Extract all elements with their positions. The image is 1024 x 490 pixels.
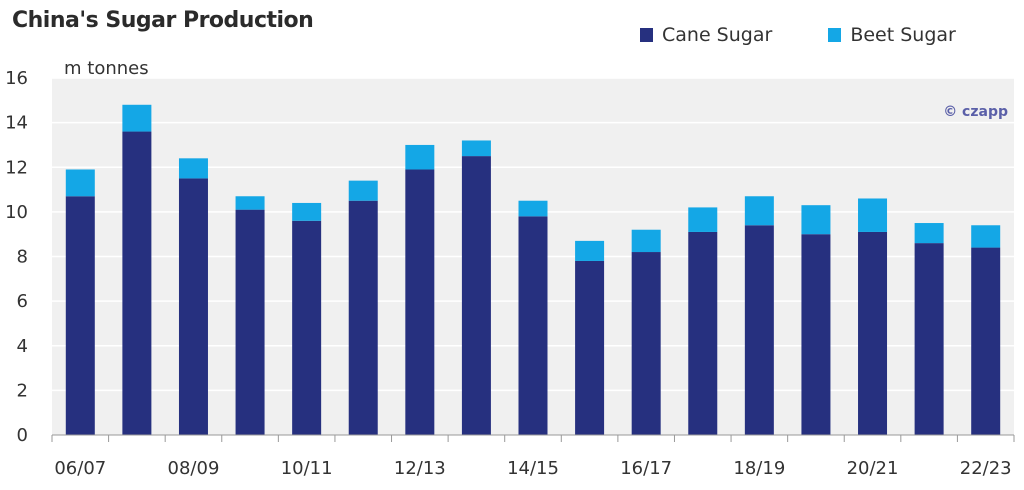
bar-cane-14-15 [518, 216, 548, 435]
bar-beet-16-17 [631, 229, 661, 253]
y-axis: 0 2 4 6 8 10 12 14 16 [5, 68, 28, 446]
chart-legend: Cane Sugar Beet Sugar [640, 24, 956, 46]
legend-label-beet: Beet Sugar [850, 24, 956, 46]
x-tick-label: 18/19 [733, 458, 785, 479]
bar-beet-11-12 [348, 180, 378, 201]
bar-cane-07-08 [122, 131, 152, 436]
legend-label-cane: Cane Sugar [662, 24, 773, 46]
y-tick-label: 16 [5, 68, 28, 89]
bar-cane-09-10 [235, 209, 265, 435]
bar-cane-10-11 [292, 220, 322, 435]
x-tick-label: 06/07 [54, 458, 106, 479]
bar-cane-11-12 [348, 200, 378, 435]
legend-item-beet: Beet Sugar [828, 24, 956, 46]
watermark-text: © czapp [943, 104, 1008, 120]
y-tick-label: 10 [5, 202, 28, 223]
x-tick-label: 08/09 [168, 458, 220, 479]
chart-title: China's Sugar Production [12, 8, 314, 33]
x-tick-label: 14/15 [507, 458, 559, 479]
bar-cane-08-09 [178, 178, 208, 435]
x-tick-label: 12/13 [394, 458, 446, 479]
y-tick-label: 6 [17, 291, 28, 312]
bar-cane-15-16 [575, 260, 605, 435]
bar-cane-06-07 [65, 196, 95, 435]
legend-swatch-cane [640, 28, 653, 42]
bar-cane-12-13 [405, 169, 435, 435]
bar-cane-21-22 [914, 243, 944, 435]
bar-cane-22-23 [971, 247, 1001, 435]
bar-beet-18-19 [744, 196, 774, 226]
bar-cane-20-21 [858, 231, 888, 435]
x-tick-label: 20/21 [847, 458, 899, 479]
y-tick-label: 14 [5, 113, 28, 134]
y-tick-label: 2 [17, 380, 28, 401]
bar-beet-17-18 [688, 207, 718, 232]
bar-beet-12-13 [405, 144, 435, 170]
y-tick-label: 8 [17, 247, 28, 268]
x-axis: 06/07 08/09 10/11 12/13 14/15 16/17 18/19 20/21… [51, 434, 1015, 479]
bar-cane-17-18 [688, 231, 718, 435]
bar-beet-08-09 [178, 158, 208, 179]
bar-beet-19-20 [801, 205, 831, 235]
y-tick-label: 0 [17, 425, 28, 446]
bar-beet-14-15 [518, 200, 548, 217]
bar-cane-19-20 [801, 234, 831, 435]
y-tick-label: 12 [5, 157, 28, 178]
x-tick-label: 16/17 [620, 458, 672, 479]
bar-beet-07-08 [122, 104, 152, 132]
bar-beet-20-21 [858, 198, 888, 232]
bar-beet-15-16 [575, 240, 605, 261]
bar-beet-22-23 [971, 225, 1001, 248]
bar-beet-21-22 [914, 223, 944, 244]
y-axis-label: m tonnes [64, 58, 149, 79]
x-tick-label: 10/11 [281, 458, 333, 479]
x-tick-label: 22/23 [960, 458, 1012, 479]
legend-swatch-beet [828, 28, 842, 42]
bar-cane-16-17 [631, 252, 661, 435]
bar-cane-18-19 [744, 225, 774, 435]
bar-beet-06-07 [65, 169, 95, 197]
bars-group [65, 104, 1001, 436]
bar-beet-13-14 [461, 140, 491, 157]
bar-cane-13-14 [461, 156, 491, 435]
bar-beet-09-10 [235, 196, 265, 210]
legend-item-cane: Cane Sugar [640, 24, 772, 46]
bar-beet-10-11 [292, 202, 322, 221]
y-tick-label: 4 [17, 336, 28, 357]
